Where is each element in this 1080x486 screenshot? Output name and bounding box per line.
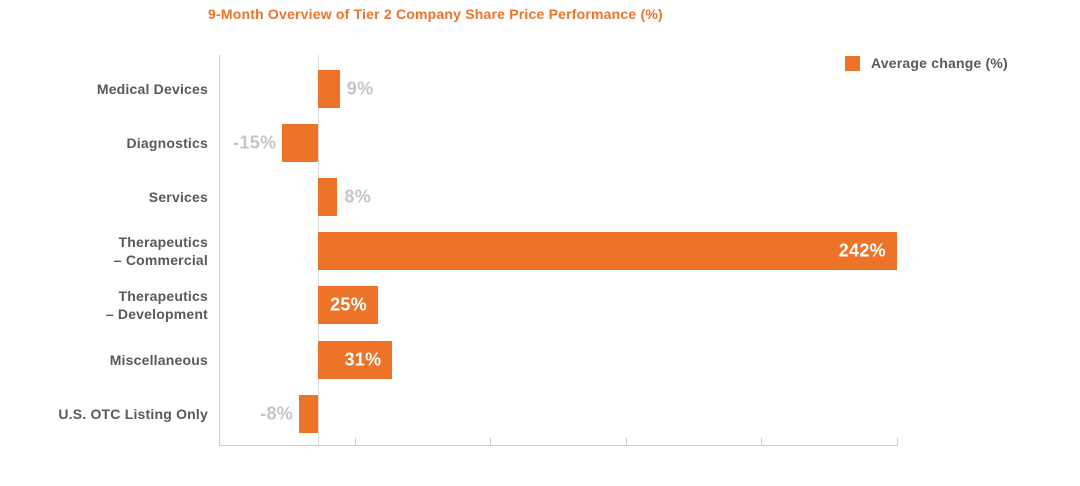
value-label-diagnostics: -15%	[233, 132, 277, 153]
x-axis-tick	[490, 438, 492, 445]
category-axis-labels: Medical Devices Diagnostics Services Therap…	[0, 55, 208, 445]
category-label-miscellaneous: Miscellaneous	[109, 351, 208, 368]
x-axis-tick	[625, 438, 627, 445]
value-label-services: 8%	[344, 186, 372, 207]
bar-u-s-otc-listing-only	[299, 394, 319, 433]
legend-label: Average change (%)	[871, 55, 1008, 71]
bar-services	[318, 178, 338, 217]
bar-therapeutics-commercial	[318, 232, 897, 271]
plot-area: 9% -15% 8% 242% 25% 31% -8%	[219, 55, 898, 446]
chart-title: 9-Month Overview of Tier 2 Company Share…	[208, 6, 663, 22]
category-label-services: Services	[148, 189, 208, 206]
value-label-miscellaneous: 31%	[344, 349, 382, 369]
value-label-u-s-otc-listing-only: -8%	[260, 403, 294, 424]
category-label-u-s-otc-listing-only: U.S. OTC Listing Only	[58, 405, 208, 422]
value-label-therapeutics-development: 25%	[330, 294, 367, 315]
value-label-medical-devices: 9%	[346, 78, 374, 99]
bar-therapeutics-development	[318, 286, 378, 325]
legend: Average change (%)	[845, 55, 1008, 71]
x-axis-tick	[761, 438, 763, 445]
bar-miscellaneous	[318, 340, 393, 379]
category-label-therapeutics-commercial: Therapeutics – Commercial	[113, 234, 208, 269]
category-label-diagnostics: Diagnostics	[126, 135, 208, 152]
bar-medical-devices	[318, 70, 340, 108]
category-label-medical-devices: Medical Devices	[96, 81, 208, 97]
legend-swatch-icon	[845, 55, 860, 71]
y-axis-line	[219, 55, 220, 445]
x-axis-tick	[897, 438, 898, 445]
x-axis-line	[219, 445, 898, 446]
bar-diagnostics	[282, 124, 319, 163]
x-axis-tick	[354, 438, 356, 445]
value-label-therapeutics-commercial: 242%	[838, 240, 886, 261]
category-label-therapeutics-development: Therapeutics – Development	[105, 288, 208, 323]
